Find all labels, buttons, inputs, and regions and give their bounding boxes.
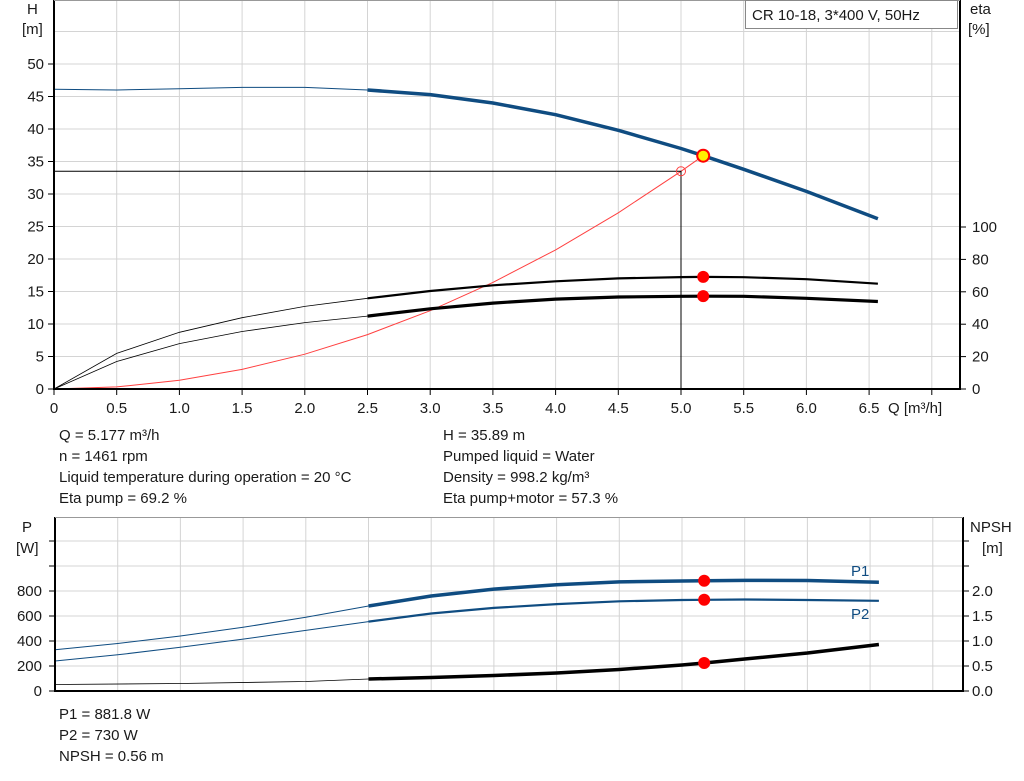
x-tick-label: 6.0	[796, 400, 817, 417]
eta-axis-label: eta	[970, 1, 992, 18]
x-tick-label: 3.0	[420, 400, 441, 417]
npsh-axis-unit: [m]	[982, 540, 1003, 557]
p2-curve-line	[368, 598, 879, 623]
h-tick-label: 10	[27, 316, 44, 333]
x-tick-label: 4.0	[545, 400, 566, 417]
system-curve-line	[53, 155, 704, 390]
h-axis-unit: [m]	[22, 21, 43, 38]
p-tick-label: 800	[17, 583, 42, 600]
eta-pump-motor-curve-thin-segment	[53, 315, 368, 390]
x-tick-label: 2.0	[294, 400, 315, 417]
p1-curve-thin-segment	[54, 605, 369, 651]
info-liquid: Pumped liquid = Water	[443, 448, 595, 465]
npsh-curve-line	[368, 642, 880, 681]
h-tick-label: 50	[27, 56, 44, 73]
h-tick-label: 25	[27, 219, 44, 236]
info-temp: Liquid temperature during operation = 20…	[59, 469, 352, 486]
eta-tick-label: 20	[972, 349, 989, 366]
eta-tick-label: 100	[972, 219, 997, 236]
info-eta-pump: Eta pump = 69.2 %	[59, 490, 187, 507]
npsh-curve-thin-segment	[54, 678, 369, 685]
h-tick-label: 5	[36, 349, 44, 366]
x-tick-label: 5.5	[733, 400, 754, 417]
bottom-grid	[55, 517, 963, 691]
x-tick-label: 6.5	[859, 400, 880, 417]
p1-series-label: P1	[851, 563, 869, 580]
head-curve-thin-segment	[53, 86, 368, 91]
reference-point	[676, 166, 686, 177]
reference-lines	[54, 170, 682, 389]
x-tick-label: 1.5	[232, 400, 253, 417]
axes	[53, 0, 964, 692]
eta-tick-label: 60	[972, 284, 989, 301]
q-axis-label: Q [m³/h]	[888, 400, 942, 417]
eta-tick-label: 40	[972, 316, 989, 333]
duty-point-p2	[698, 593, 711, 606]
eta-pump-curve-thin-segment	[53, 297, 368, 390]
h-tick-label: 45	[27, 89, 44, 106]
info-h: H = 35.89 m	[443, 427, 525, 444]
p2-curve-thin-segment	[54, 621, 369, 662]
duty-point-eta-pump	[697, 270, 710, 283]
p2-series-label: P2	[851, 606, 869, 623]
x-tick-label: 5.0	[671, 400, 692, 417]
eta-pump-curve-line	[367, 275, 878, 300]
p-tick-label: 400	[17, 633, 42, 650]
x-tick-label: 1.0	[169, 400, 190, 417]
npsh-tick-label: 0.0	[972, 683, 993, 700]
info-eta-pump-motor: Eta pump+motor = 57.3 %	[443, 490, 618, 507]
eta-tick-label: 0	[972, 381, 980, 398]
h-tick-label: 20	[27, 251, 44, 268]
h-tick-label: 35	[27, 154, 44, 171]
npsh-tick-label: 2.0	[972, 583, 993, 600]
h-tick-label: 30	[27, 186, 44, 203]
info-npsh: NPSH = 0.56 m	[59, 748, 164, 765]
tick-labels: 0 0.5 1.0 1.5 2.0 2.5 3.0 3.5 4.0 4.5 5.0 5.5 6.0 6.5…	[17, 56, 997, 700]
head-curve-line	[367, 88, 879, 221]
legend-title: CR 10-18, 3*400 V, 50Hz	[752, 7, 920, 24]
info-density: Density = 998.2 kg/m³	[443, 469, 589, 486]
eta-axis-unit: [%]	[968, 21, 990, 38]
p-axis-label: P	[22, 519, 32, 536]
duty-info: Q = 5.177 m³/h n = 1461 rpm Liquid tempe…	[59, 427, 618, 765]
chart-marks	[53, 86, 880, 685]
x-tick-label: 4.5	[608, 400, 629, 417]
info-q: Q = 5.177 m³/h	[59, 427, 159, 444]
duty-point-head	[696, 148, 711, 163]
duty-point-npsh	[698, 657, 711, 669]
npsh-tick-label: 1.5	[972, 608, 993, 625]
p-tick-label: 600	[17, 608, 42, 625]
top-grid	[54, 0, 960, 389]
p-axis-unit: [W]	[16, 540, 39, 557]
h-tick-label: 40	[27, 121, 44, 138]
p-tick-label: 0	[34, 683, 42, 700]
x-tick-label: 2.5	[357, 400, 378, 417]
duty-point-p1	[698, 574, 711, 587]
x-tick-label: 0.5	[106, 400, 127, 417]
p-tick-label: 200	[17, 658, 42, 675]
eta-tick-label: 80	[972, 251, 989, 268]
h-axis-label: H	[27, 1, 38, 18]
h-tick-label: 0	[36, 381, 44, 398]
npsh-tick-label: 0.5	[972, 658, 993, 675]
info-p1: P1 = 881.8 W	[59, 706, 151, 723]
npsh-tick-label: 1.0	[972, 633, 993, 650]
info-n: n = 1461 rpm	[59, 448, 148, 465]
eta-pump-motor-curve-line	[367, 294, 878, 318]
npsh-axis-label: NPSH	[970, 519, 1012, 536]
x-tick-label: 0	[50, 400, 58, 417]
h-tick-label: 15	[27, 284, 44, 301]
x-tick-label: 3.5	[482, 400, 503, 417]
p1-curve-line	[368, 578, 879, 608]
info-p2: P2 = 730 W	[59, 727, 139, 744]
legend-box: CR 10-18, 3*400 V, 50Hz	[745, 0, 958, 29]
duty-point-eta-pump-motor	[697, 290, 710, 303]
